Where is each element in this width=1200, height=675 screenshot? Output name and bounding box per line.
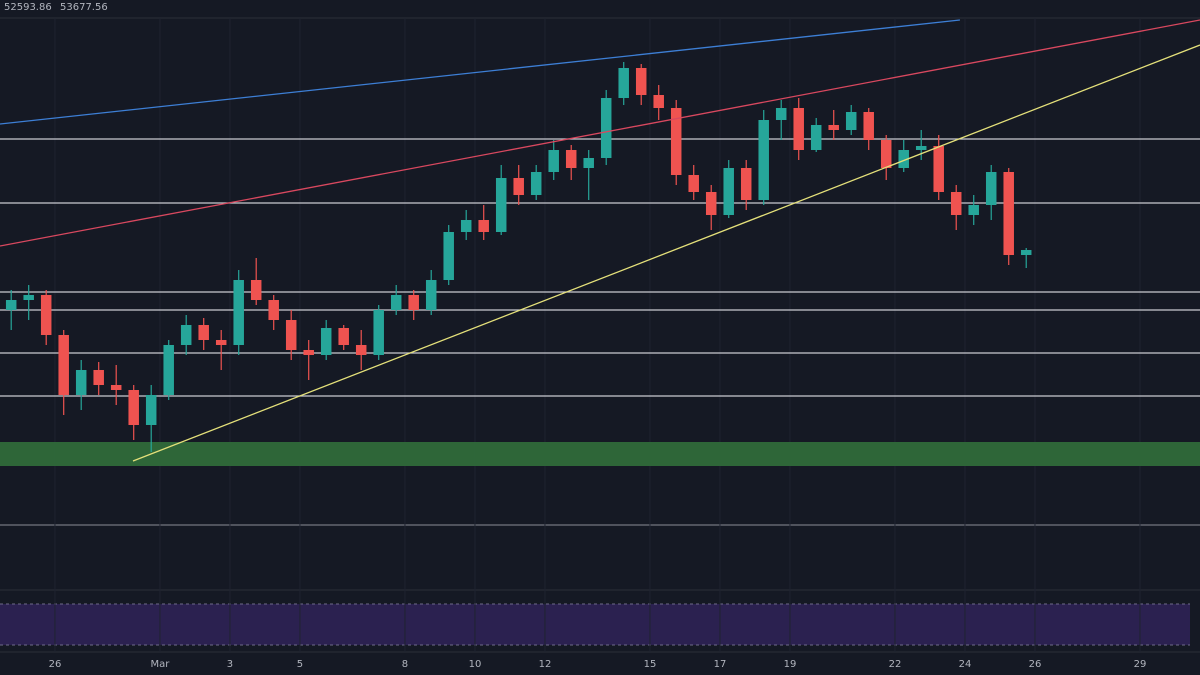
x-tick-label: 17	[714, 659, 727, 670]
candle-body	[303, 350, 314, 355]
candle-body	[565, 150, 577, 168]
candle-body	[793, 108, 804, 150]
candle-body	[723, 168, 734, 215]
rsi-band	[0, 604, 1190, 645]
candle-body	[1003, 172, 1014, 255]
candle-body	[705, 192, 717, 215]
candle-body	[128, 390, 139, 425]
candle-body	[810, 125, 822, 150]
candle-body	[75, 370, 87, 395]
candle-body	[93, 370, 104, 385]
x-tick-label: 10	[469, 659, 482, 670]
candle-body	[618, 68, 629, 98]
candle-body	[968, 205, 979, 215]
candle-body	[863, 112, 874, 140]
candle-body	[425, 280, 437, 310]
x-tick-label: 26	[49, 659, 62, 670]
candle-body	[320, 328, 332, 355]
candle-body	[478, 220, 489, 232]
candle-body	[268, 300, 279, 320]
x-tick-label: 12	[539, 659, 552, 670]
grid	[54, 18, 1141, 652]
candle-body	[58, 335, 69, 395]
x-axis: 26 Mar 3 5 8 10 12 15 17 19 22 24 26 29	[49, 659, 1147, 670]
candle-body	[443, 232, 454, 280]
candle-body	[898, 150, 909, 168]
candle-body	[653, 95, 664, 108]
candle-body	[285, 320, 297, 350]
level-layer	[0, 138, 1200, 397]
candle-body	[828, 125, 839, 130]
candle-body	[880, 140, 892, 168]
candle-body	[775, 108, 787, 120]
candle-body	[950, 192, 962, 215]
candle-body	[215, 340, 227, 345]
x-tick-label: 5	[297, 659, 303, 670]
x-tick-label: 8	[402, 659, 408, 670]
candle-body	[915, 146, 927, 150]
candle-body	[845, 112, 857, 130]
candle-body	[600, 98, 612, 158]
candle-body	[548, 150, 559, 172]
candle-body	[635, 68, 647, 95]
x-tick-label: 26	[1029, 659, 1042, 670]
candle-body	[670, 108, 682, 175]
x-tick-label: 19	[784, 659, 797, 670]
header-value: 52593.86	[4, 2, 52, 13]
candle-body	[933, 146, 944, 192]
candle-body	[390, 295, 402, 310]
candle-body	[1020, 250, 1032, 255]
candle-body	[163, 345, 174, 395]
candle-body	[688, 175, 699, 192]
candle-body	[530, 172, 542, 195]
candle-body	[250, 280, 262, 300]
x-tick-label: 22	[889, 659, 902, 670]
candle-body	[513, 178, 524, 195]
candle-body	[145, 395, 157, 425]
candle-body	[23, 295, 34, 300]
candle-body	[110, 385, 122, 390]
support-zone	[0, 442, 1200, 466]
candle-body	[338, 328, 349, 345]
zone-layer	[0, 442, 1200, 466]
candle-body	[583, 158, 594, 168]
candle-body	[740, 168, 752, 200]
candle-body	[408, 295, 419, 310]
x-tick-label: 24	[959, 659, 972, 670]
candle-body	[198, 325, 209, 340]
candle-body	[373, 310, 384, 355]
candle-body	[355, 345, 367, 355]
header-value: 53677.56	[60, 2, 108, 13]
candle-body	[180, 325, 192, 345]
candle-body	[233, 280, 244, 345]
candle-body	[5, 300, 17, 310]
trend-line	[0, 19, 1200, 247]
x-tick-label: 3	[227, 659, 233, 670]
x-tick-label: Mar	[151, 659, 171, 670]
candle-body	[985, 172, 997, 205]
trendline-layer	[0, 19, 1200, 462]
candle-layer	[5, 62, 1032, 452]
trend-line	[132, 44, 1200, 462]
x-tick-label: 29	[1134, 659, 1147, 670]
candle-body	[495, 178, 507, 232]
candle-body	[758, 120, 769, 200]
x-tick-label: 15	[644, 659, 657, 670]
trend-line	[0, 19, 960, 125]
candle-body	[40, 295, 52, 335]
candle-body	[460, 220, 472, 232]
